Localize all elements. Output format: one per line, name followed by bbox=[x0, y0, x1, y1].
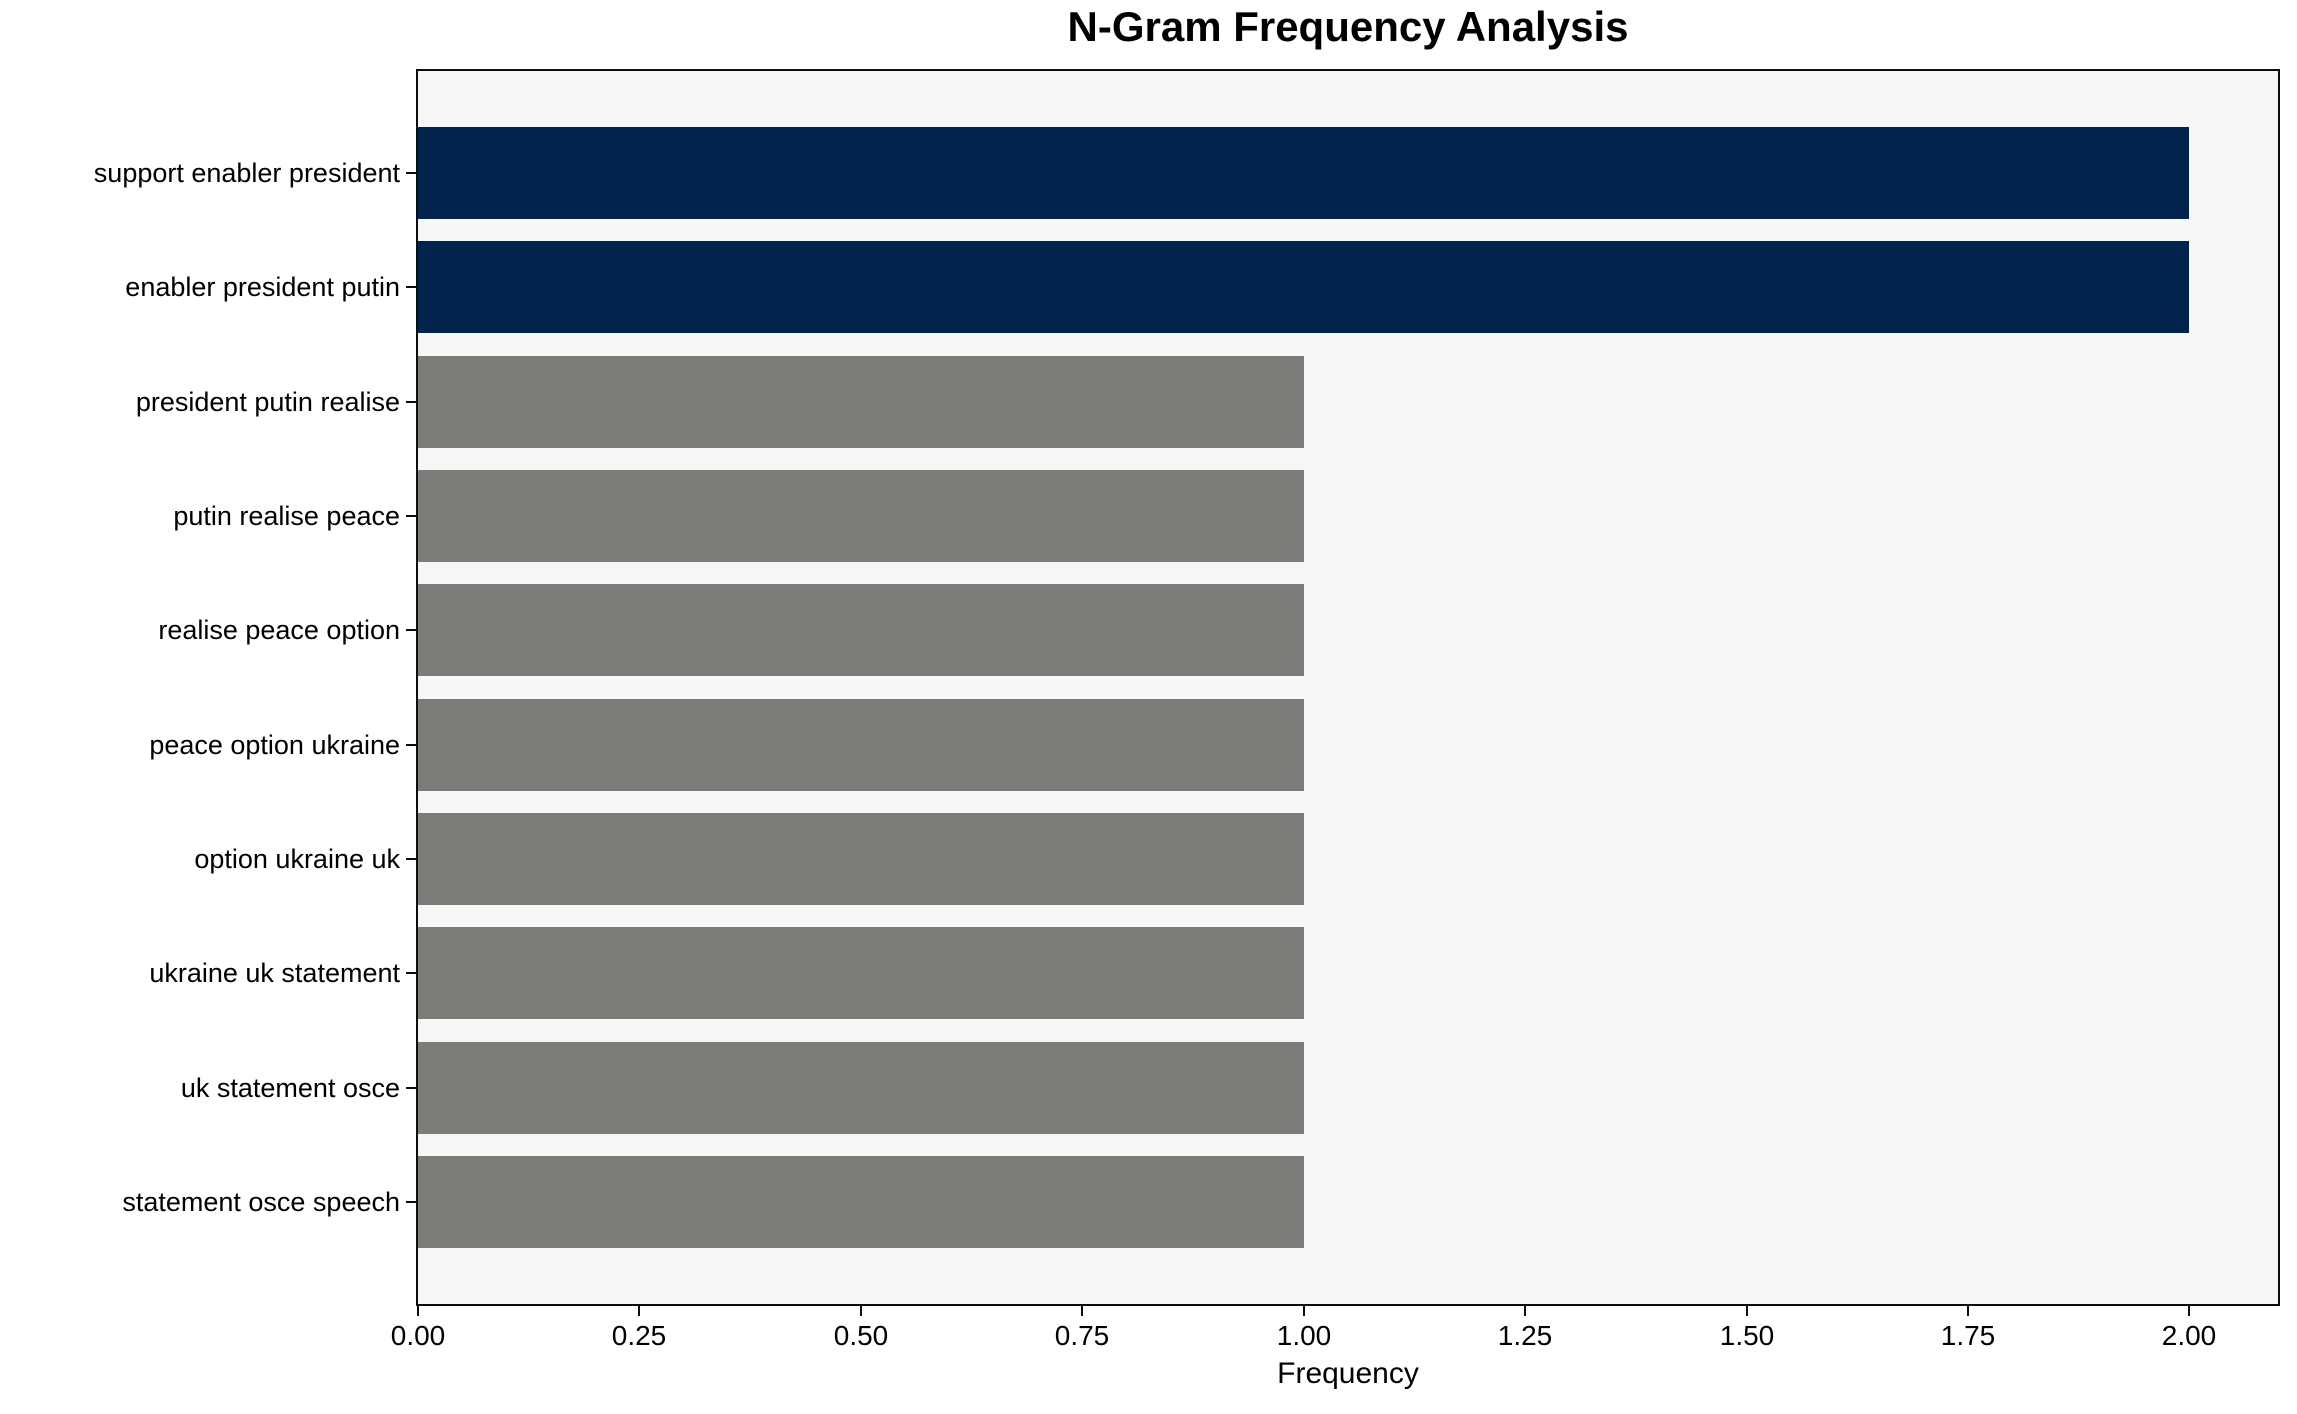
bar-president-putin-realise bbox=[418, 356, 1304, 448]
y-tick-label: putin realise peace bbox=[173, 501, 400, 531]
x-tick-mark bbox=[1967, 1306, 1969, 1316]
y-tick-label: president putin realise bbox=[135, 387, 400, 417]
y-tick-label: statement osce speech bbox=[122, 1187, 400, 1217]
bar-statement-osce-speech bbox=[418, 1156, 1304, 1248]
bar-support-enabler-president bbox=[418, 127, 2189, 219]
y-tick-mark bbox=[406, 401, 416, 403]
x-tick-mark bbox=[2188, 1306, 2190, 1316]
y-tick-mark bbox=[406, 1201, 416, 1203]
y-tick-mark bbox=[406, 515, 416, 517]
y-tick-mark bbox=[406, 972, 416, 974]
y-tick-mark bbox=[406, 1087, 416, 1089]
x-tick-label: 1.00 bbox=[1276, 1320, 1332, 1351]
y-tick-mark bbox=[406, 172, 416, 174]
y-tick-mark bbox=[406, 744, 416, 746]
x-tick-label: 0.00 bbox=[390, 1320, 446, 1351]
bar-option-ukraine-uk bbox=[418, 813, 1304, 905]
y-tick-label: peace option ukraine bbox=[149, 730, 400, 760]
x-tick-label: 2.00 bbox=[2161, 1320, 2217, 1351]
x-tick-mark bbox=[860, 1306, 862, 1316]
bar-peace-option-ukraine bbox=[418, 699, 1304, 791]
x-tick-label: 0.25 bbox=[611, 1320, 667, 1351]
chart-title: N-Gram Frequency Analysis bbox=[1067, 3, 1629, 50]
bar-putin-realise-peace bbox=[418, 470, 1304, 562]
x-tick-label: 1.50 bbox=[1719, 1320, 1775, 1351]
bar-uk-statement-osce bbox=[418, 1042, 1304, 1134]
y-tick-mark bbox=[406, 286, 416, 288]
y-tick-mark bbox=[406, 858, 416, 860]
bar-realise-peace-option bbox=[418, 584, 1304, 676]
bar-enabler-president-putin bbox=[418, 241, 2189, 333]
y-tick-label: enabler president putin bbox=[125, 272, 400, 302]
x-tick-mark bbox=[1746, 1306, 1748, 1316]
y-tick-mark bbox=[406, 629, 416, 631]
bar-ukraine-uk-statement bbox=[418, 927, 1304, 1019]
x-tick-label: 0.50 bbox=[833, 1320, 889, 1351]
x-tick-mark bbox=[417, 1306, 419, 1316]
y-tick-label: realise peace option bbox=[158, 615, 400, 645]
x-axis-title: Frequency bbox=[1277, 1357, 1419, 1390]
x-tick-mark bbox=[638, 1306, 640, 1316]
y-tick-label: support enabler president bbox=[93, 158, 400, 188]
x-tick-mark bbox=[1524, 1306, 1526, 1316]
x-tick-label: 1.75 bbox=[1940, 1320, 1996, 1351]
x-tick-label: 1.25 bbox=[1497, 1320, 1553, 1351]
y-tick-label: option ukraine uk bbox=[194, 844, 400, 874]
x-tick-label: 0.75 bbox=[1054, 1320, 1110, 1351]
y-tick-label: ukraine uk statement bbox=[149, 958, 400, 988]
x-tick-mark bbox=[1081, 1306, 1083, 1316]
x-tick-mark bbox=[1303, 1306, 1305, 1316]
y-tick-label: uk statement osce bbox=[180, 1073, 400, 1103]
